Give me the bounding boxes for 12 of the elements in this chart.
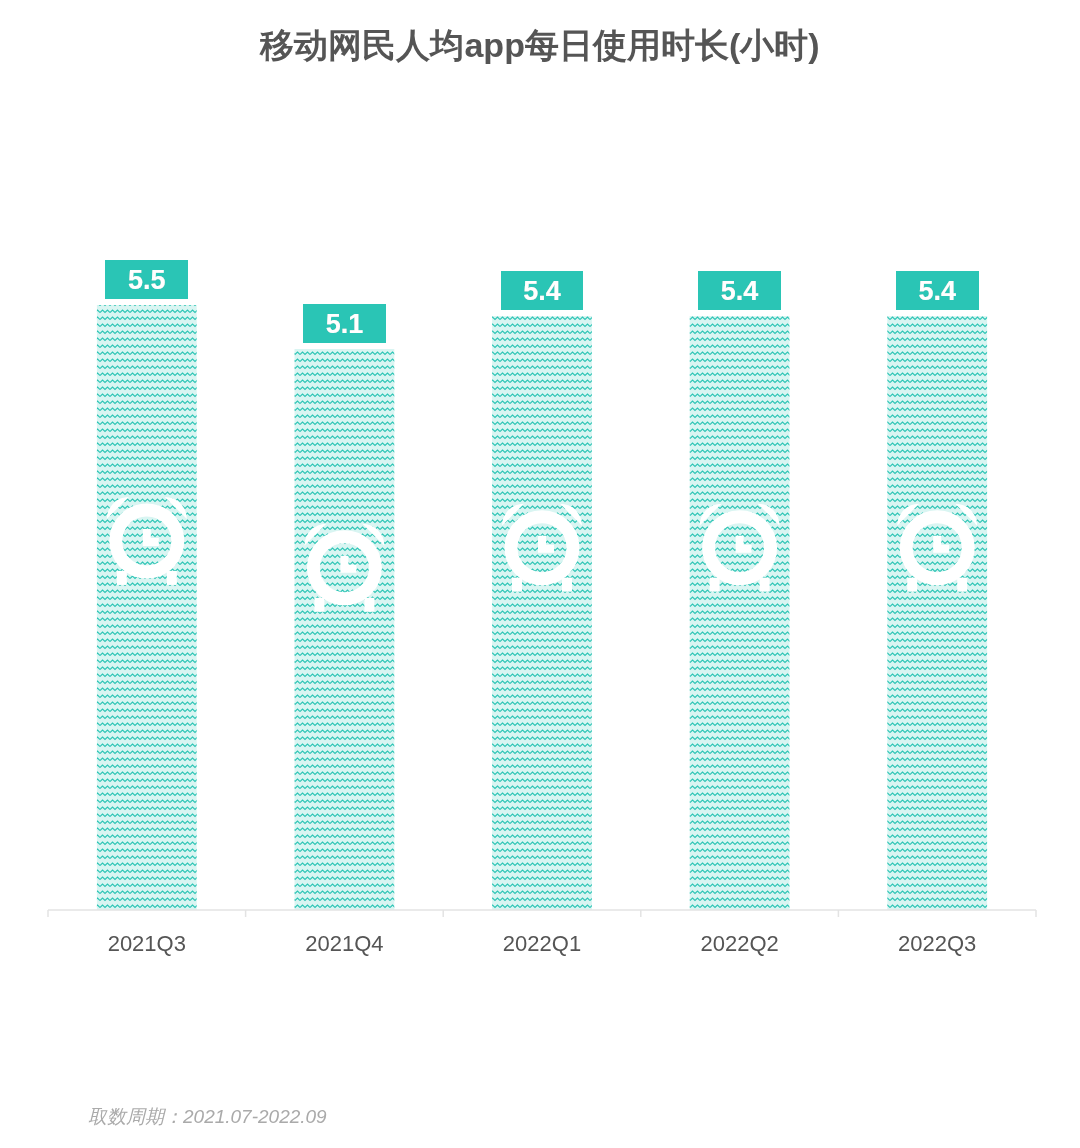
x-tick-label: 2021Q3 [107,931,186,956]
chart-title: 移动网民人均app每日使用时长(小时) [259,26,820,64]
data-label: 5.4 [720,276,759,306]
x-tick-label: 2022Q3 [898,931,977,956]
data-label: 5.4 [523,276,561,306]
x-tick-label: 2022Q1 [502,931,582,956]
x-tick-label: 2022Q2 [700,931,779,956]
data-label: 5.4 [918,276,956,306]
x-tick-label: 2021Q4 [305,931,384,956]
data-label: 5.5 [128,265,166,295]
text: 取数周期：2021.07-2022.09 [88,1106,328,1127]
data-label: 5.1 [325,309,364,339]
